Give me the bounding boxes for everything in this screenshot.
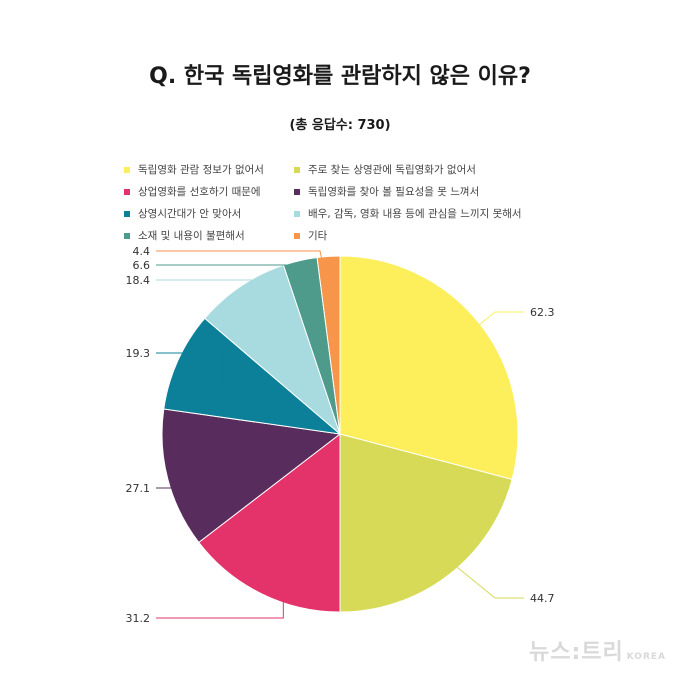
legend-label: 소재 및 내용이 불편해서 (138, 230, 245, 242)
data-label: 44.7 (530, 592, 555, 605)
legend-swatch (124, 188, 130, 195)
pie-slice (339, 255, 519, 481)
data-label: 27.1 (126, 482, 151, 495)
pie-slice (204, 264, 342, 436)
leader-line (441, 311, 524, 357)
legend-swatch (294, 232, 300, 239)
legend-swatch (294, 210, 300, 217)
legend-swatch (294, 188, 300, 195)
data-label: 62.3 (530, 306, 555, 319)
legend-item: 소재 및 내용이 불편해서 (124, 228, 294, 243)
pie-slice (316, 255, 341, 435)
data-label: 19.3 (126, 347, 151, 360)
chart-title: Q. 한국 독립영화를 관람하지 않은 이유? (149, 64, 531, 89)
legend-item: 주로 찾는 상영관에 독립영화가 없어서 (294, 162, 584, 177)
leader-line (156, 352, 224, 382)
legend-swatch (294, 166, 300, 173)
legend-item: 독립영화를 찾아 볼 필요성을 못 느껴서 (294, 184, 584, 199)
legend-item: 상영시간대가 안 맞아서 (124, 206, 294, 221)
leader-line (156, 548, 284, 619)
leader-line (156, 264, 312, 310)
legend-label: 기타 (308, 230, 328, 242)
watermark-main: 뉴스:트리 (528, 640, 624, 665)
legend-label: 상영시간대가 안 맞아서 (138, 208, 242, 220)
pie-slice (198, 432, 341, 613)
legend-label: 배우, 감독, 영화 내용 등에 관심을 느끼지 못해서 (308, 208, 522, 220)
data-label: 31.2 (126, 612, 151, 625)
legend-swatch (124, 166, 130, 173)
data-label: 4.4 (133, 245, 151, 258)
legend-label: 독립영화를 찾아 볼 필요성을 못 느껴서 (308, 186, 480, 198)
watermark-logo: 뉴스:트리 KOREA (529, 634, 666, 666)
legend-label: 독립영화 관람 정보가 없어서 (138, 164, 264, 176)
leader-line (156, 250, 333, 307)
data-label: 18.4 (126, 274, 151, 287)
pie-slice (339, 433, 513, 613)
watermark-sub: KOREA (626, 652, 666, 662)
legend-label: 상업영화를 선호하기 때문에 (138, 186, 261, 198)
leader-line (156, 466, 217, 489)
legend-item: 상업영화를 선호하기 때문에 (124, 184, 294, 199)
pie-slice (161, 408, 342, 544)
legend-swatch (124, 210, 130, 217)
legend-label: 주로 찾는 상영관에 독립영화가 없어서 (308, 164, 476, 176)
chart-subtitle: (총 응답수: 730) (289, 118, 391, 133)
legend-item: 배우, 감독, 영화 내용 등에 관심을 느끼지 못해서 (294, 206, 584, 221)
legend-item: 독립영화 관람 정보가 없어서 (124, 162, 294, 177)
pie-slice (163, 317, 342, 435)
legend-swatch (124, 232, 130, 239)
leader-line (156, 279, 269, 328)
legend-item: 기타 (294, 228, 584, 243)
leader-line (417, 535, 524, 599)
data-label: 6.6 (133, 259, 151, 272)
